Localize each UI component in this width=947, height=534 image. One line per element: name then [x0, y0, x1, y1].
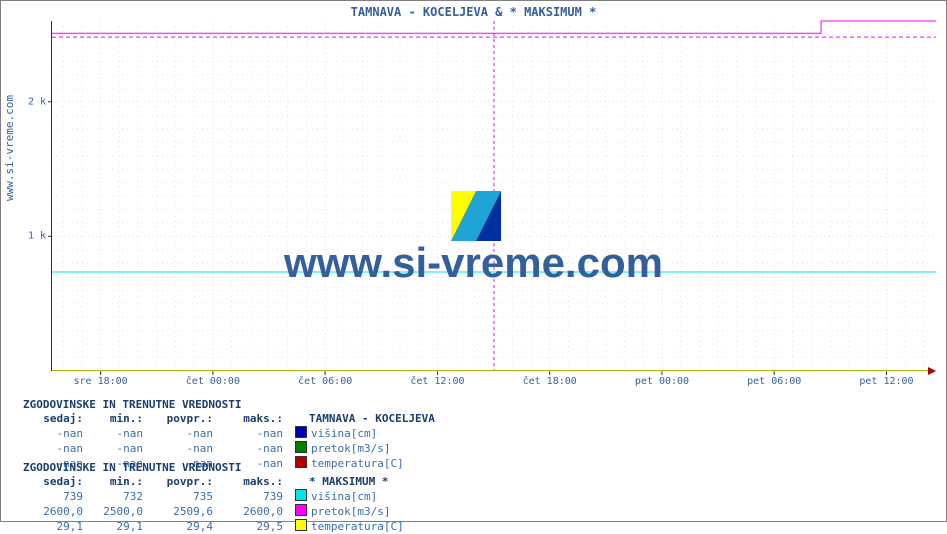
x-tick-label: čet 00:00	[186, 370, 240, 387]
legend-series-label: višina[cm]	[311, 490, 377, 503]
legend-value: 2500,0	[83, 505, 143, 519]
legend-swatch-icon	[295, 504, 307, 516]
legend-col-header: povpr.:	[143, 475, 213, 489]
legend-value: -nan	[23, 442, 83, 456]
y-tick-label: 1 k	[28, 231, 52, 242]
legend-value: 2600,0	[213, 505, 283, 519]
legend-swatch-icon	[295, 489, 307, 501]
legend-value: -nan	[23, 427, 83, 441]
x-tick-label: pet 06:00	[747, 370, 801, 387]
legend-swatch-icon	[295, 441, 307, 453]
legend-value: -nan	[143, 427, 213, 441]
legend-title: ZGODOVINSKE IN TRENUTNE VREDNOSTI	[23, 398, 435, 412]
legend-row: 29,129,129,429,5temperatura[C]	[23, 519, 404, 534]
chart-frame: www.si-vreme.com TAMNAVA - KOCELJEVA & *…	[0, 0, 947, 522]
legend-col-header: min.:	[83, 475, 143, 489]
legend-col-header: min.:	[83, 412, 143, 426]
legend-swatch-icon	[295, 519, 307, 531]
legend-row: -nan-nan-nan-nanpretok[m3/s]	[23, 441, 435, 456]
x-tick-label: čet 06:00	[298, 370, 352, 387]
legend-station-name: TAMNAVA - KOCELJEVA	[309, 412, 435, 425]
legend-value: 732	[83, 490, 143, 504]
legend-col-header: maks.:	[213, 475, 283, 489]
legend-series-label: pretok[m3/s]	[311, 442, 390, 455]
x-tick-label: sre 18:00	[74, 370, 128, 387]
legend-swatch-icon	[295, 426, 307, 438]
x-tick-label: pet 00:00	[635, 370, 689, 387]
legend-value: 29,5	[213, 520, 283, 534]
legend-col-header: sedaj:	[23, 475, 83, 489]
chart-title: TAMNAVA - KOCELJEVA & * MAKSIMUM *	[1, 5, 946, 19]
legend-value: -nan	[213, 427, 283, 441]
legend-station-name: * MAKSIMUM *	[309, 475, 388, 488]
plot-area: 1 k2 k sre 18:00čet 00:00čet 06:00čet 12…	[51, 21, 935, 371]
legend-row: 2600,02500,02509,62600,0pretok[m3/s]	[23, 504, 404, 519]
legend-value: 735	[143, 490, 213, 504]
legend-series-label: višina[cm]	[311, 427, 377, 440]
x-tick-label: čet 18:00	[523, 370, 577, 387]
legend-col-header: povpr.:	[143, 412, 213, 426]
plot-svg	[52, 21, 936, 371]
legend-value: 29,1	[83, 520, 143, 534]
legend-value: -nan	[213, 442, 283, 456]
legend-value: 2600,0	[23, 505, 83, 519]
legend-title: ZGODOVINSKE IN TRENUTNE VREDNOSTI	[23, 461, 404, 475]
legend-series-label: pretok[m3/s]	[311, 505, 390, 518]
legend-value: 739	[213, 490, 283, 504]
legend-value: -nan	[83, 442, 143, 456]
legend-value: -nan	[143, 442, 213, 456]
legend-row: 739732735739višina[cm]	[23, 489, 404, 504]
x-tick-label: čet 12:00	[410, 370, 464, 387]
legend-value: -nan	[83, 427, 143, 441]
legend-col-header: sedaj:	[23, 412, 83, 426]
legend-row: -nan-nan-nan-nanvišina[cm]	[23, 426, 435, 441]
legend-block: ZGODOVINSKE IN TRENUTNE VREDNOSTIsedaj:m…	[23, 461, 404, 534]
legend-value: 2509,6	[143, 505, 213, 519]
legend-value: 29,4	[143, 520, 213, 534]
legend-value: 29,1	[23, 520, 83, 534]
legend-value: 739	[23, 490, 83, 504]
x-tick-label: pet 12:00	[859, 370, 913, 387]
side-source-label: www.si-vreme.com	[3, 95, 16, 201]
legend-col-header: maks.:	[213, 412, 283, 426]
y-tick-label: 2 k	[28, 96, 52, 107]
